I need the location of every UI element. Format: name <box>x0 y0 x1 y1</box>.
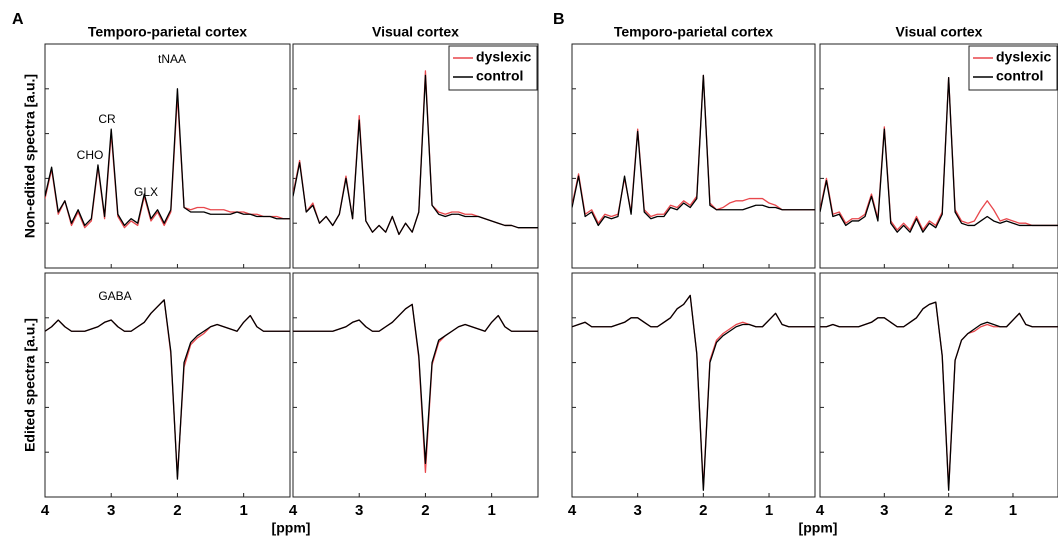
x-tick-label: 2 <box>421 502 429 519</box>
x-tick-label: 1 <box>1009 502 1017 519</box>
plot-area <box>572 294 815 491</box>
plot-area <box>820 301 1058 491</box>
x-axis-label: [ppm] <box>272 520 311 536</box>
plot-area <box>820 76 1058 233</box>
x-tick-label: 1 <box>765 502 773 519</box>
peak-annotation: GABA <box>98 289 131 303</box>
legend-box <box>448 45 538 91</box>
spectrum-line <box>293 303 538 465</box>
y-axis-label: Edited spectra [a.u.] <box>22 318 38 452</box>
chart-title: Visual cortex <box>896 24 983 40</box>
spectrum-line <box>820 301 1058 491</box>
plot-frame <box>292 43 539 269</box>
x-tick-label: 2 <box>944 502 952 519</box>
x-tick-label: 3 <box>634 502 642 519</box>
x-tick-label: 1 <box>487 502 495 519</box>
spectrum-line <box>572 74 815 227</box>
plot-frame <box>819 272 1058 498</box>
spectrum-line <box>572 294 815 491</box>
plot-area <box>45 88 290 229</box>
x-tick-label: 4 <box>41 502 50 519</box>
spectrum-line <box>45 299 290 480</box>
plot-frame <box>44 43 291 269</box>
chart-title: Temporo-parietal cortex <box>614 24 773 40</box>
plot-area <box>45 299 290 480</box>
peak-annotation: CHO <box>77 148 104 162</box>
x-tick-label: 4 <box>568 502 577 519</box>
legend-box <box>968 45 1058 91</box>
x-tick-label: 4 <box>816 502 825 519</box>
x-tick-label: 1 <box>239 502 247 519</box>
peak-annotation: tNAA <box>158 52 186 66</box>
spectrum-line <box>45 88 290 227</box>
panel-label: B <box>553 11 565 28</box>
spectrum-line <box>820 76 1058 233</box>
legend-label: control <box>476 68 523 84</box>
x-tick-label: 2 <box>173 502 181 519</box>
plot-frame <box>819 43 1058 269</box>
chart-title: Temporo-parietal cortex <box>88 24 247 40</box>
y-axis-label: Non-edited spectra [a.u.] <box>22 74 38 238</box>
plot-frame <box>571 43 816 269</box>
spectrum-line <box>572 74 815 224</box>
peak-annotation: GLX <box>134 185 158 199</box>
chart-title: Visual cortex <box>372 24 459 40</box>
x-tick-label: 3 <box>880 502 888 519</box>
x-axis-label: [ppm] <box>799 520 838 536</box>
x-tick-label: 4 <box>289 502 298 519</box>
plot-frame <box>571 272 816 498</box>
x-tick-label: 3 <box>355 502 363 519</box>
spectrum-line <box>293 74 538 236</box>
x-tick-label: 3 <box>107 502 115 519</box>
plot-frame <box>292 272 539 498</box>
spectrum-line <box>293 70 538 236</box>
spectrum-line <box>820 76 1058 231</box>
legend-label: dyslexic <box>476 49 531 65</box>
plot-area <box>293 303 538 474</box>
x-tick-label: 2 <box>699 502 707 519</box>
legend-label: dyslexic <box>996 49 1051 65</box>
plot-area <box>293 70 538 236</box>
plot-area <box>572 74 815 227</box>
panel-label: A <box>12 11 24 28</box>
peak-annotation: CR <box>98 112 116 126</box>
legend-label: control <box>996 68 1043 84</box>
plot-frame <box>44 272 291 498</box>
